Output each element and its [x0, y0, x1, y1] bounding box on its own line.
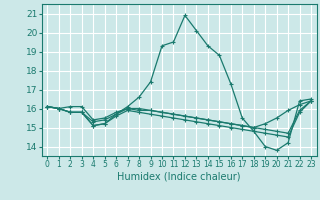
X-axis label: Humidex (Indice chaleur): Humidex (Indice chaleur): [117, 172, 241, 182]
